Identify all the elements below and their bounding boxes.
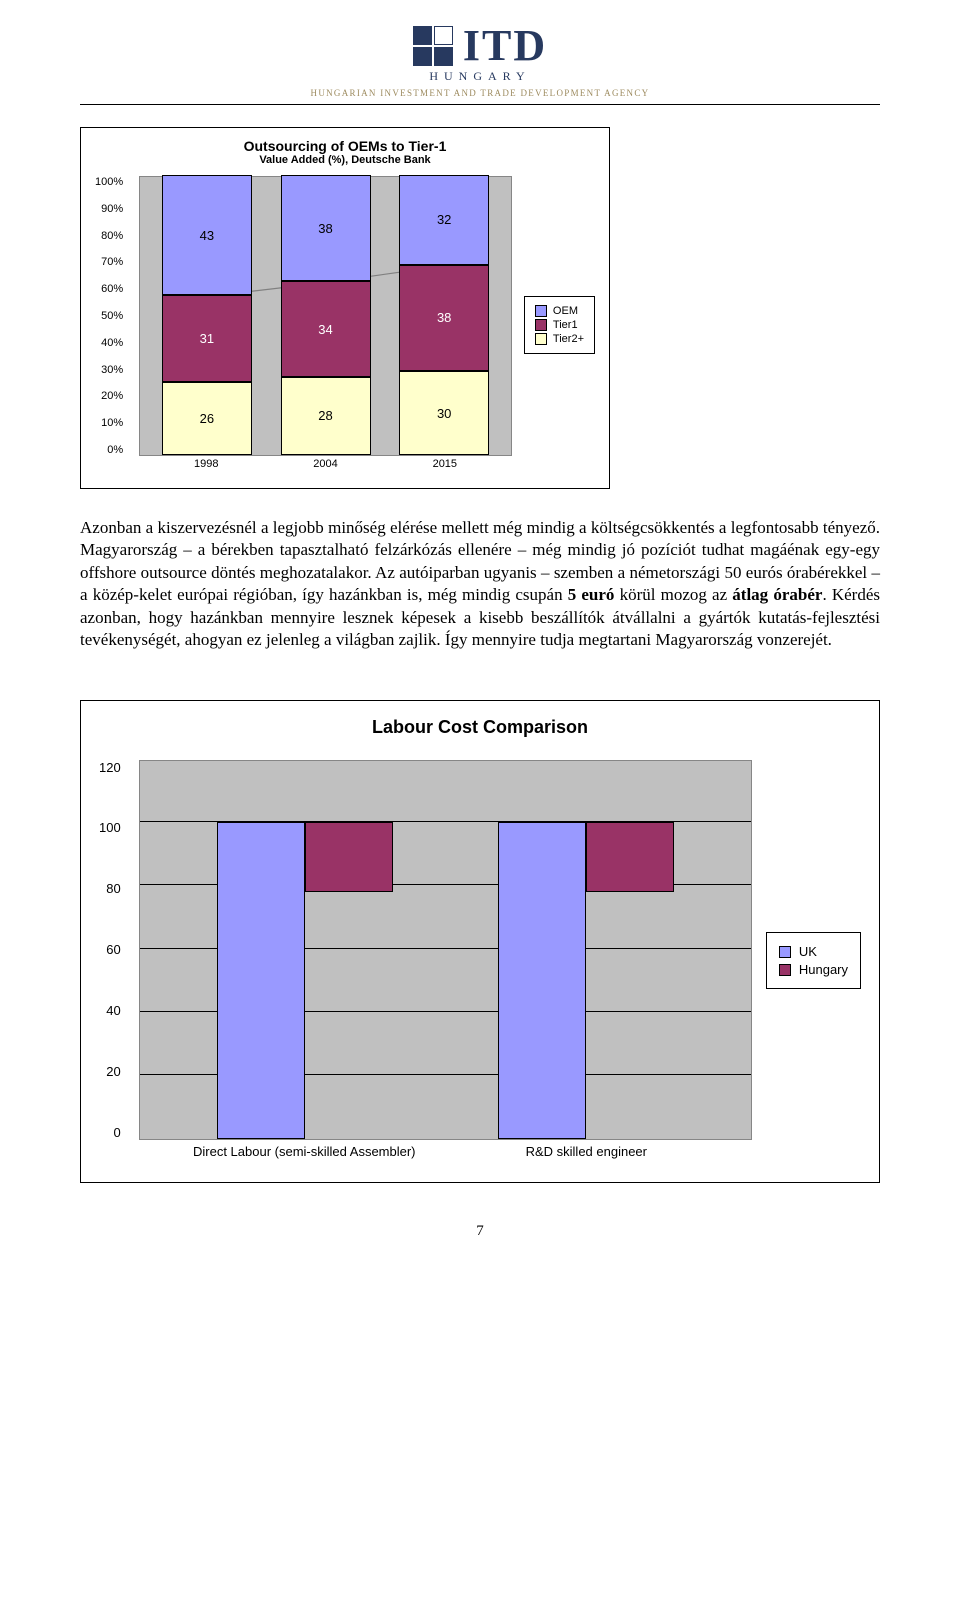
chart2-legend: UKHungary xyxy=(766,932,861,989)
chart2-x-axis: Direct Labour (semi-skilled Assembler)R&… xyxy=(139,1140,752,1162)
header-divider xyxy=(80,104,880,105)
chart2-title: Labour Cost Comparison xyxy=(99,717,861,738)
logo-block: ITD HUNGARY HUNGARIAN INVESTMENT AND TRA… xyxy=(80,20,880,98)
brand-tagline: HUNGARIAN INVESTMENT AND TRADE DEVELOPME… xyxy=(80,88,880,98)
chart1-y-axis: 100%90%80%70%60%50%40%30%20%10%0% xyxy=(95,176,127,456)
chart1-subtitle: Value Added (%), Deutsche Bank xyxy=(95,154,595,166)
chart2-y-axis: 120100806040200 xyxy=(99,760,125,1140)
brand-country: HUNGARY xyxy=(80,69,880,84)
chart1-seg-tier2+: 28 xyxy=(281,377,371,455)
chart1-seg-tier2+: 30 xyxy=(399,371,489,455)
chart1-seg-oem: 32 xyxy=(399,175,489,265)
chart1-seg-tier1: 31 xyxy=(162,295,252,382)
chart2-plot xyxy=(139,760,752,1140)
chart2-bar-uk xyxy=(217,822,305,1139)
para-bold1: 5 euró xyxy=(568,585,615,604)
chart2-bar-hungary xyxy=(586,822,674,892)
chart2-bar-hungary xyxy=(305,822,393,892)
chart-outsourcing: Outsourcing of OEMs to Tier-1 Value Adde… xyxy=(80,127,610,489)
chart1-seg-oem: 43 xyxy=(162,175,252,295)
para-bold2: átlag órabér xyxy=(732,585,822,604)
chart1-seg-tier2+: 26 xyxy=(162,382,252,455)
body-paragraph: Azonban a kiszervezésnél a legjobb minős… xyxy=(80,517,880,652)
chart1-plot: 263143283438303832 xyxy=(139,176,512,456)
chart1-x-axis: 199820042015 xyxy=(139,456,512,474)
chart1-legend: OEMTier1Tier2+ xyxy=(524,296,595,354)
chart1-seg-tier1: 34 xyxy=(281,281,371,376)
brand-name: ITD xyxy=(463,20,547,71)
chart-labour-cost: Labour Cost Comparison 120100806040200 D… xyxy=(80,700,880,1183)
chart2-bar-uk xyxy=(498,822,586,1139)
para-mid: körül mozog az xyxy=(614,585,732,604)
page-number: 7 xyxy=(80,1223,880,1240)
chart1-seg-tier1: 38 xyxy=(399,265,489,371)
logo-mark-icon xyxy=(413,26,453,66)
chart1-seg-oem: 38 xyxy=(281,175,371,281)
chart1-title: Outsourcing of OEMs to Tier-1 xyxy=(95,138,595,154)
